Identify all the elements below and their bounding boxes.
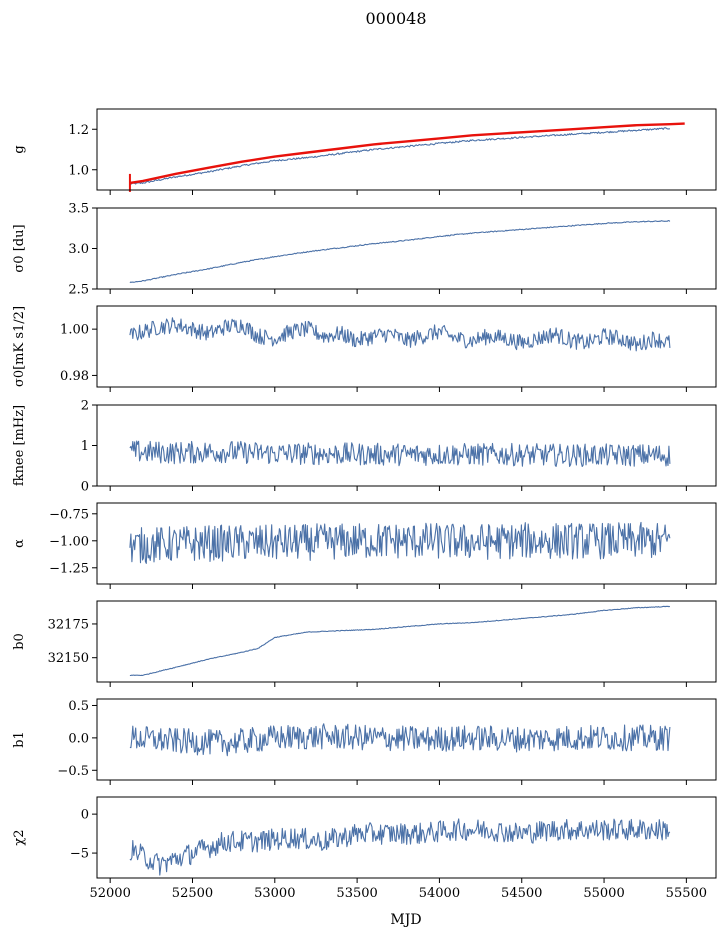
axes-frame	[96, 698, 717, 781]
y-axis-label: b0	[12, 633, 27, 650]
y-tick-label: 0.98	[60, 369, 89, 384]
y-tick-label: 1.00	[60, 323, 89, 338]
y-tick-label: −0.75	[49, 507, 89, 522]
y-tick-label: 1.2	[68, 123, 89, 138]
y-tick-label: 2	[81, 399, 89, 414]
data-line	[129, 605, 671, 677]
y-tick-label: 1	[81, 439, 89, 454]
x-tick-label: 53000	[254, 886, 295, 901]
y-tick-label: 3.0	[68, 242, 89, 257]
panel-8: −5 0 52000 52500 53000 53500 54000 54500 55000 55…	[12, 796, 717, 901]
data-line	[129, 521, 671, 564]
y-axis-label: σ0 [du]	[12, 224, 27, 272]
y-tick-label: 32150	[48, 651, 89, 666]
panel-5: −1.25 −1.00 −0.75 α	[12, 502, 717, 589]
data-line	[129, 818, 671, 876]
panel-4: 0 1 2 fknee [mHz]	[12, 399, 717, 495]
y-axis-label: b1	[12, 731, 27, 748]
y-tick-label: 0	[81, 808, 89, 823]
axes-frame	[96, 207, 717, 290]
y-tick-label: 32175	[48, 617, 89, 632]
y-tick-label: −0.5	[57, 764, 89, 779]
panel-6: 32150 32175 b0	[12, 600, 717, 687]
y-tick-label: 0	[81, 480, 89, 495]
data-line	[129, 723, 671, 757]
panel-3: 0.98 1.00 σ0[mK s1/2]	[12, 305, 717, 392]
x-axis-label: MJD	[390, 912, 421, 928]
panel-7: −0.5 0.0 0.5 b1	[12, 698, 717, 785]
y-tick-label: −5	[70, 847, 89, 862]
y-tick-label: 3.5	[68, 202, 89, 217]
y-axis-label: α	[12, 539, 27, 548]
data-line	[129, 317, 671, 352]
x-tick-label: 53500	[336, 886, 377, 901]
x-tick-label: 54000	[419, 886, 460, 901]
y-tick-label: 2.5	[68, 283, 89, 298]
axes-frame	[96, 502, 717, 585]
y-axis-label: χ2	[12, 829, 27, 845]
data-line	[129, 127, 671, 185]
figure-title: 000048	[365, 9, 426, 28]
axes-frame	[96, 108, 717, 191]
panel-1: 1.0 1.2 g	[12, 108, 717, 195]
y-axis-label: fknee [mHz]	[12, 405, 27, 486]
axes-frame	[96, 796, 717, 879]
y-tick-label: −1.25	[49, 561, 89, 576]
x-tick-label: 52000	[89, 886, 130, 901]
y-tick-label: −1.00	[49, 534, 89, 549]
x-tick-label: 55500	[666, 886, 707, 901]
axes-frame	[96, 600, 717, 683]
y-tick-label: 0.5	[68, 699, 89, 714]
x-tick-label: 55000	[583, 886, 624, 901]
y-axis-label: g	[12, 145, 27, 153]
panels: 1.0 1.2 g 2.5 3.0 3.5 σ0 [du] 0.98 1.00 σ0[mK s1/…	[12, 108, 717, 901]
panel-2: 2.5 3.0 3.5 σ0 [du]	[12, 202, 717, 298]
data-line	[129, 440, 671, 468]
y-axis-label: σ0[mK s1/2]	[12, 306, 27, 387]
data-line	[129, 220, 671, 284]
x-tick-label: 54500	[501, 886, 542, 901]
axes-frame	[96, 305, 717, 388]
y-tick-label: 0.0	[68, 731, 89, 746]
y-tick-label: 1.0	[68, 163, 89, 178]
x-tick-label: 52500	[172, 886, 213, 901]
fit-line	[129, 122, 685, 185]
